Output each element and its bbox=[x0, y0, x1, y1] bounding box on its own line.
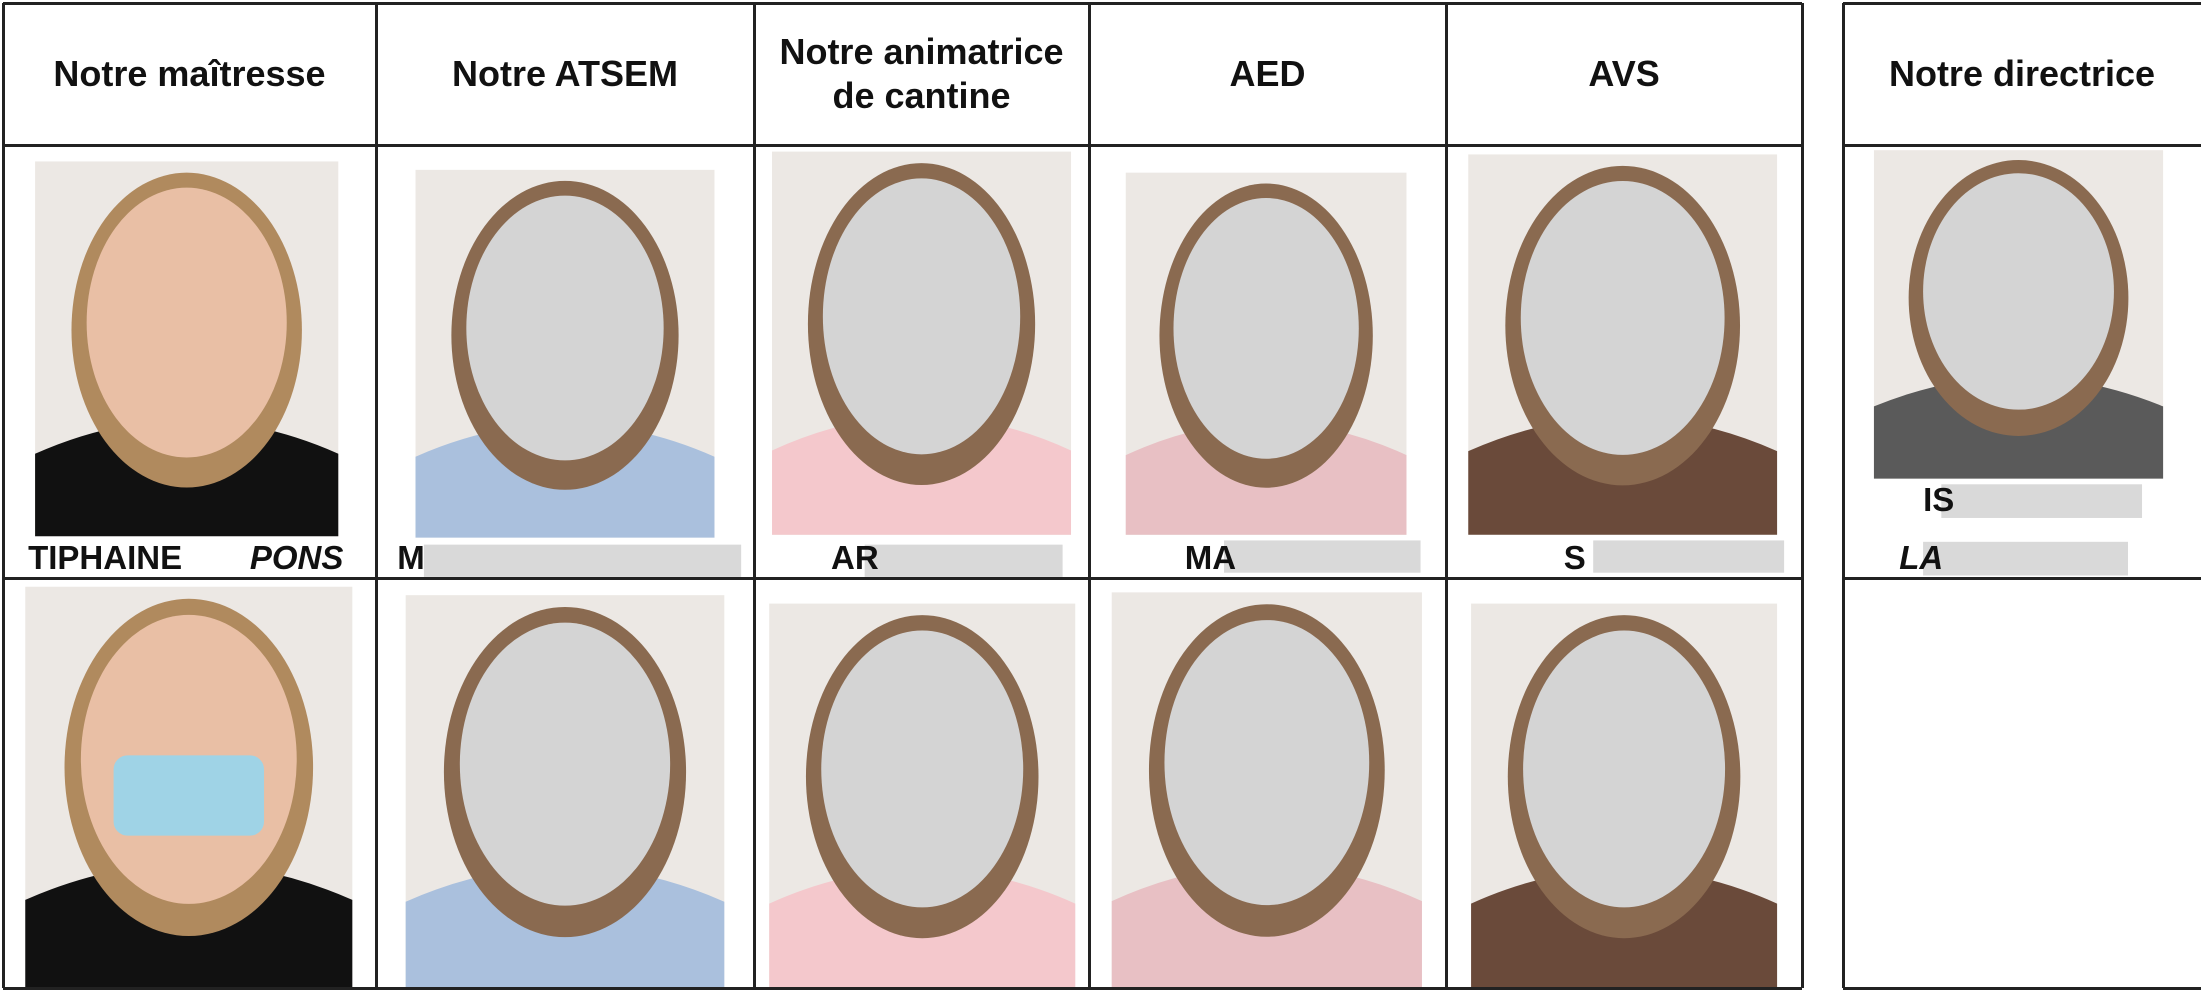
person-name: M bbox=[397, 539, 425, 577]
redaction bbox=[1593, 540, 1784, 572]
border bbox=[1445, 3, 1448, 988]
border bbox=[1843, 577, 2201, 580]
border bbox=[1843, 2, 2201, 5]
person-name: MA bbox=[1185, 539, 1236, 577]
redaction bbox=[1941, 484, 2142, 518]
border bbox=[1843, 144, 2201, 147]
column-header: Notre maîtresse bbox=[3, 3, 376, 145]
face bbox=[821, 631, 1023, 908]
face bbox=[1923, 173, 2114, 409]
border bbox=[1801, 3, 1804, 988]
border bbox=[3, 577, 1803, 580]
border bbox=[2, 3, 5, 988]
mask bbox=[114, 755, 264, 835]
face bbox=[460, 623, 670, 906]
face bbox=[823, 178, 1020, 454]
redaction bbox=[1923, 542, 2128, 576]
person-name: TIPHAINE bbox=[28, 539, 182, 577]
border bbox=[3, 2, 1803, 5]
person-name: AR bbox=[831, 539, 879, 577]
page: Notre maîtresseNotre ATSEMNotre animatri… bbox=[0, 0, 2201, 993]
border bbox=[3, 987, 1803, 990]
face bbox=[1523, 631, 1725, 908]
redaction bbox=[1224, 540, 1421, 572]
face bbox=[1164, 620, 1369, 905]
column-header: Notre ATSEM bbox=[376, 3, 754, 145]
border bbox=[1842, 3, 1845, 988]
column-header: AVS bbox=[1446, 3, 1803, 145]
border bbox=[3, 144, 1803, 147]
photo-layer bbox=[0, 0, 2201, 993]
redaction bbox=[424, 545, 741, 577]
face bbox=[466, 196, 663, 461]
column-header: Notre animatrice de cantine bbox=[754, 3, 1089, 145]
column-header: AED bbox=[1089, 3, 1446, 145]
border bbox=[375, 3, 378, 988]
redaction bbox=[865, 545, 1063, 577]
person-name: S bbox=[1564, 539, 1586, 577]
person-name: IS bbox=[1923, 481, 1954, 519]
person-name: PONS bbox=[250, 539, 344, 577]
border bbox=[753, 3, 756, 988]
border bbox=[1088, 3, 1091, 988]
person-name: LA bbox=[1899, 539, 1943, 577]
face bbox=[87, 188, 287, 458]
border bbox=[1843, 987, 2201, 990]
face bbox=[1173, 198, 1358, 459]
column-header: Notre directrice bbox=[1843, 3, 2201, 145]
face bbox=[1521, 181, 1725, 455]
